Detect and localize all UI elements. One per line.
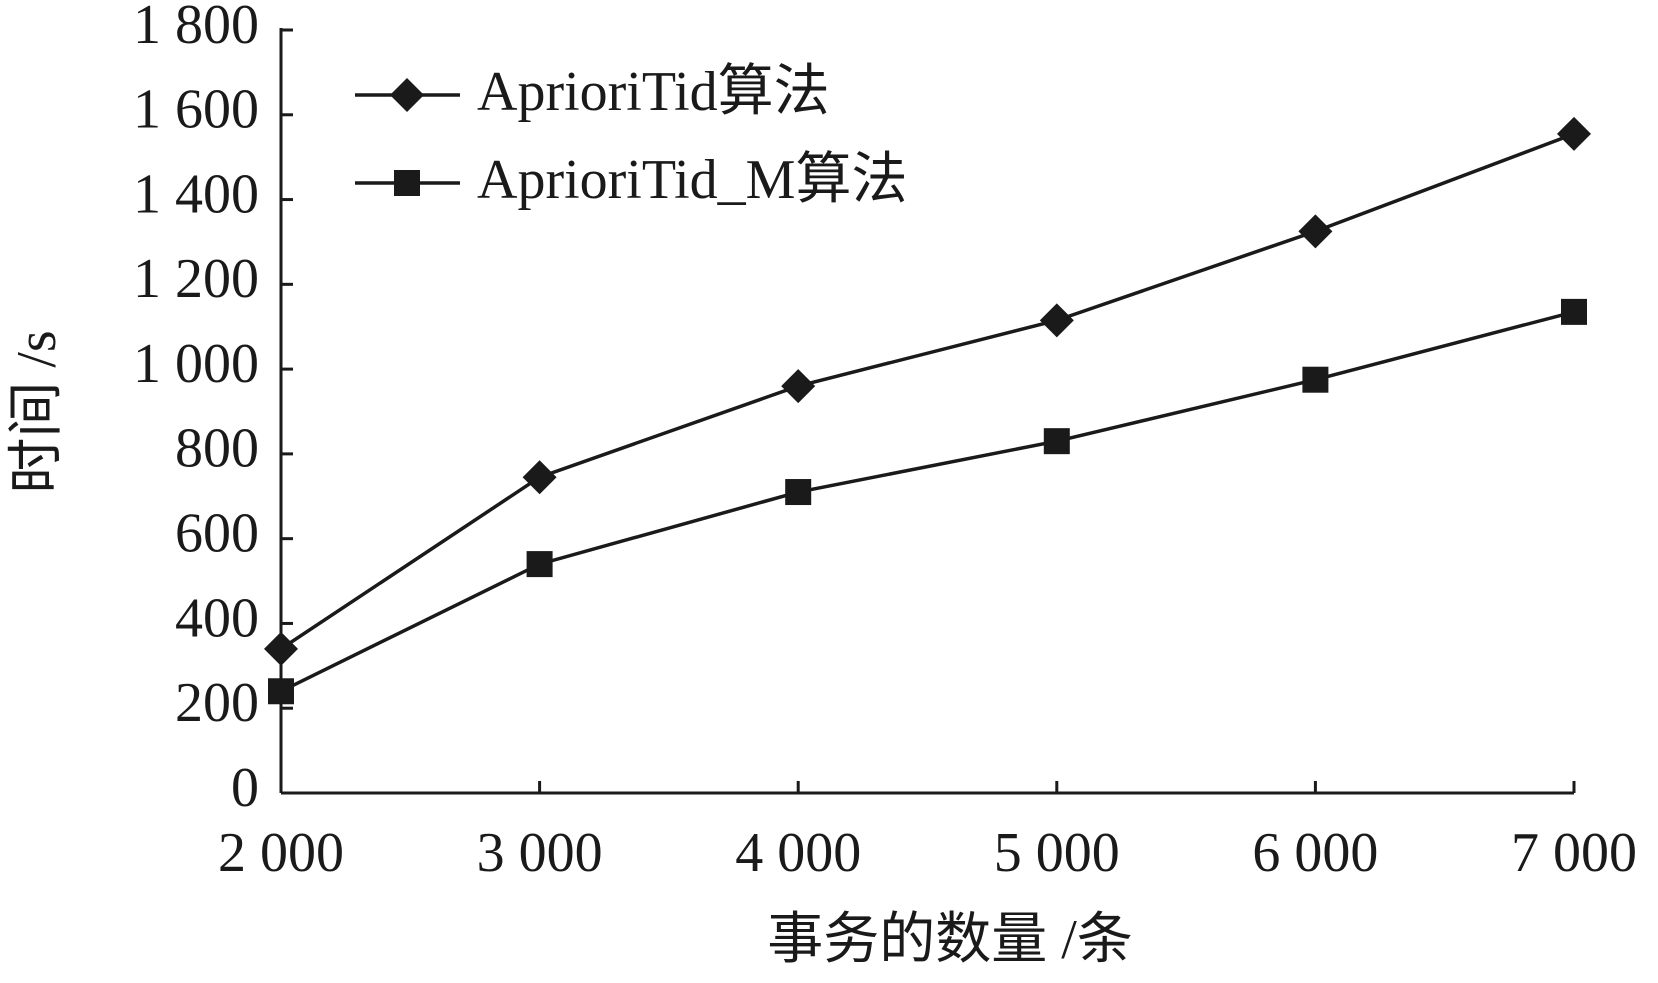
legend-marker [390,78,424,112]
legend-label: AprioriTid_M算法 [477,149,907,211]
data-point [522,460,557,495]
data-point [1557,116,1591,151]
x-axis-title: 事务的数量 /条 [767,909,1133,971]
data-point [785,479,812,506]
x-tick-label: 5 000 [994,822,1120,884]
x-tick-label: 2 000 [218,822,344,884]
x-tick-label: 7 000 [1511,822,1637,884]
y-tick-label: 200 [175,672,259,734]
x-tick-label: 6 000 [1252,822,1378,884]
data-point [526,551,553,578]
y-tick-label: 800 [175,418,259,480]
data-point [268,678,294,705]
legend-marker [394,170,420,196]
y-tick-label: 1 400 [133,163,259,225]
data-point [1043,428,1070,455]
data-point [1298,214,1333,249]
x-tick-label: 4 000 [735,822,861,884]
legend-label: AprioriTid算法 [477,61,830,123]
y-tick-label: 1 200 [133,248,259,310]
data-point [1561,298,1587,325]
data-point [264,631,298,666]
y-tick-label: 1 800 [133,0,259,56]
data-point [781,369,816,404]
y-tick-label: 0 [231,757,259,819]
series-line [280,132,1575,651]
data-point [1302,366,1329,393]
x-tick-label: 3 000 [477,822,603,884]
y-tick-label: 600 [175,503,259,565]
y-tick-label: 1 000 [133,333,259,395]
y-axis-title: 时间 /s [6,330,68,493]
y-tick-label: 400 [175,587,259,649]
y-tick-label: 1 600 [133,79,259,141]
data-point [1039,303,1074,338]
series-line [280,310,1575,693]
